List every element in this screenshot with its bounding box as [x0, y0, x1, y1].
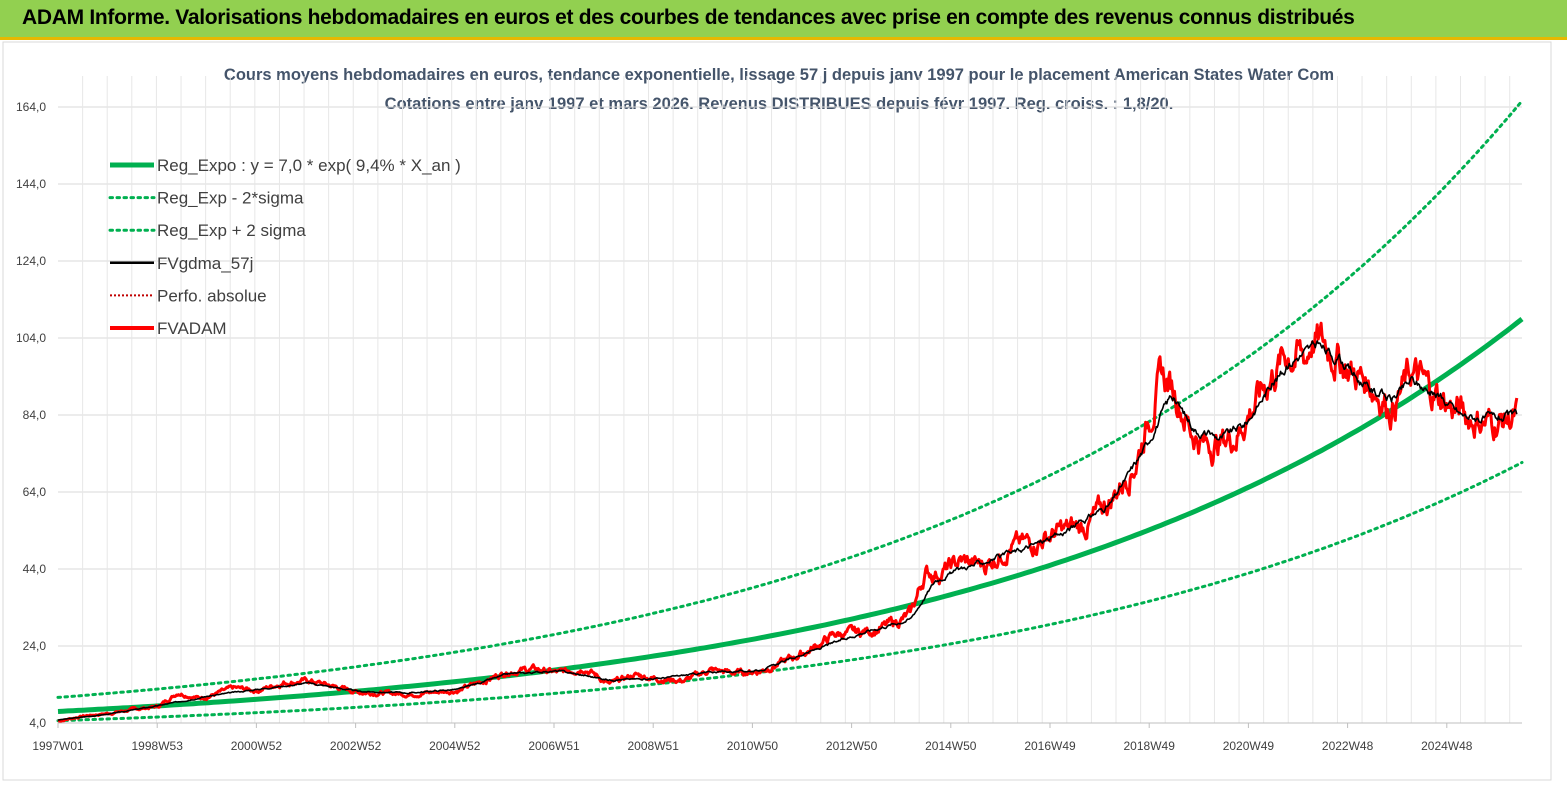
x-tick-label: 2004W52 [429, 739, 481, 753]
x-tick-label: 2010W50 [727, 739, 779, 753]
x-tick-label: 2012W50 [826, 739, 878, 753]
x-tick-label: 1998W53 [132, 739, 184, 753]
series-group [56, 99, 1524, 723]
title-bg [186, 68, 1372, 119]
x-tick-label: 2020W49 [1223, 739, 1275, 753]
y-tick-label: 4,0 [29, 716, 46, 730]
smoothed-line [58, 340, 1518, 721]
x-tick-label: 2022W48 [1322, 739, 1374, 753]
grid [58, 76, 1522, 723]
y-tick-label: 64,0 [23, 485, 47, 499]
x-tick-label: 2002W52 [330, 739, 382, 753]
y-tick-label: 104,0 [16, 331, 46, 345]
y-tick-label: 24,0 [23, 639, 47, 653]
trend-line [57, 317, 1524, 714]
chart-title-line2: Cotations entre janv 1997 et mars 2026. … [385, 95, 1174, 113]
x-tick-label: 2006W51 [528, 739, 580, 753]
y-tick-label: 124,0 [16, 254, 46, 268]
y-tick-label: 144,0 [16, 177, 46, 191]
legend-label: FVADAM [157, 319, 227, 338]
x-tick-label: 2000W52 [231, 739, 283, 753]
y-tick-label: 84,0 [23, 408, 47, 422]
page-title: ADAM Informe. Valorisations hebdomadaire… [22, 6, 1355, 29]
chart-frame: Cours moyens hebdomadaires en euros, ten… [0, 40, 1567, 783]
legend-label: Reg_Exp - 2*sigma [157, 189, 304, 208]
chart-area [2, 41, 1552, 781]
header-banner: ADAM Informe. Valorisations hebdomadaire… [0, 0, 1567, 40]
chart-svg: Cours moyens hebdomadaires en euros, ten… [2, 41, 1552, 781]
chart-title-line1: Cours moyens hebdomadaires en euros, ten… [224, 66, 1334, 84]
legend-label: Reg_Expo : y = 7,0 * exp( 9,4% * X_an ) [157, 156, 461, 175]
legend-label: Perfo. absolue [157, 286, 267, 305]
legend-label: Reg_Exp + 2 sigma [157, 221, 306, 240]
y-tick-label: 44,0 [23, 562, 47, 576]
x-tick-label: 1997W01 [32, 739, 84, 753]
band-upper-line [56, 99, 1524, 699]
x-tick-label: 2014W50 [925, 739, 977, 753]
legend-label: FVgdma_57j [157, 254, 253, 273]
legend: Reg_Expo : y = 7,0 * exp( 9,4% * X_an ) R… [108, 156, 461, 338]
y-tick-label: 164,0 [16, 100, 46, 114]
x-tick-label: 2018W49 [1124, 739, 1176, 753]
x-tick-label: 2016W49 [1024, 739, 1076, 753]
band-lower-line [56, 461, 1524, 723]
x-tick-label: 2024W48 [1421, 739, 1473, 753]
axes: 4,0 24,0 44,0 64,0 84,0 104,0 124,0 144,0 164,0 1… [16, 100, 1522, 753]
x-tick-label: 2008W51 [628, 739, 680, 753]
